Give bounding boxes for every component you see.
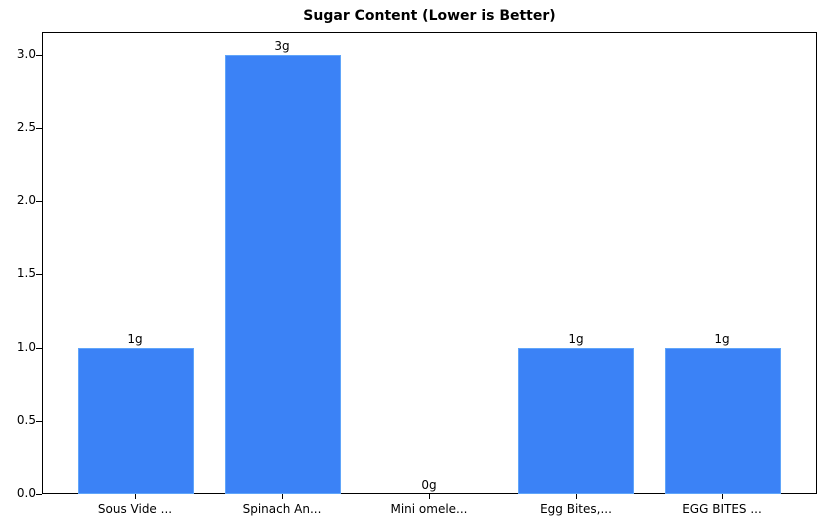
- y-tick: [36, 494, 42, 495]
- x-tick: [282, 494, 283, 499]
- y-tick-label: 1.5: [16, 266, 36, 280]
- x-tick-label: Egg Bites,...: [540, 502, 612, 516]
- bar-value-label: 0g: [421, 478, 437, 492]
- x-tick: [135, 494, 136, 499]
- x-tick-label: EGG BITES ...: [682, 502, 762, 516]
- bar-egg-bites-caps: [665, 348, 781, 494]
- y-tick: [36, 421, 42, 422]
- bar-value-label: 3g: [274, 39, 290, 53]
- bar-egg-bites: [518, 348, 634, 494]
- chart-title: Sugar Content (Lower is Better): [303, 8, 556, 24]
- y-tick-label: 2.5: [16, 120, 36, 134]
- y-tick: [36, 128, 42, 129]
- y-tick: [36, 348, 42, 349]
- plot-area: [42, 32, 817, 494]
- bar-value-label: 1g: [568, 332, 584, 346]
- y-tick-label: 0.5: [16, 413, 36, 427]
- x-tick: [429, 494, 430, 499]
- bar-value-label: 1g: [714, 332, 730, 346]
- x-tick: [722, 494, 723, 499]
- bar-value-label: 1g: [127, 332, 143, 346]
- x-tick-label: Sous Vide ...: [97, 502, 173, 516]
- bar-spinach: [225, 55, 341, 494]
- y-tick-label: 2.0: [16, 193, 36, 207]
- bar-sous-vide: [78, 348, 194, 494]
- y-tick-label: 1.0: [16, 340, 36, 354]
- y-tick-label: 3.0: [16, 47, 36, 61]
- y-tick-label: 0.0: [16, 486, 36, 500]
- x-tick-label: Mini omele...: [390, 502, 468, 516]
- x-tick: [576, 494, 577, 499]
- y-tick: [36, 55, 42, 56]
- x-tick-label: Spinach An...: [242, 502, 322, 516]
- y-tick: [36, 201, 42, 202]
- y-tick: [36, 274, 42, 275]
